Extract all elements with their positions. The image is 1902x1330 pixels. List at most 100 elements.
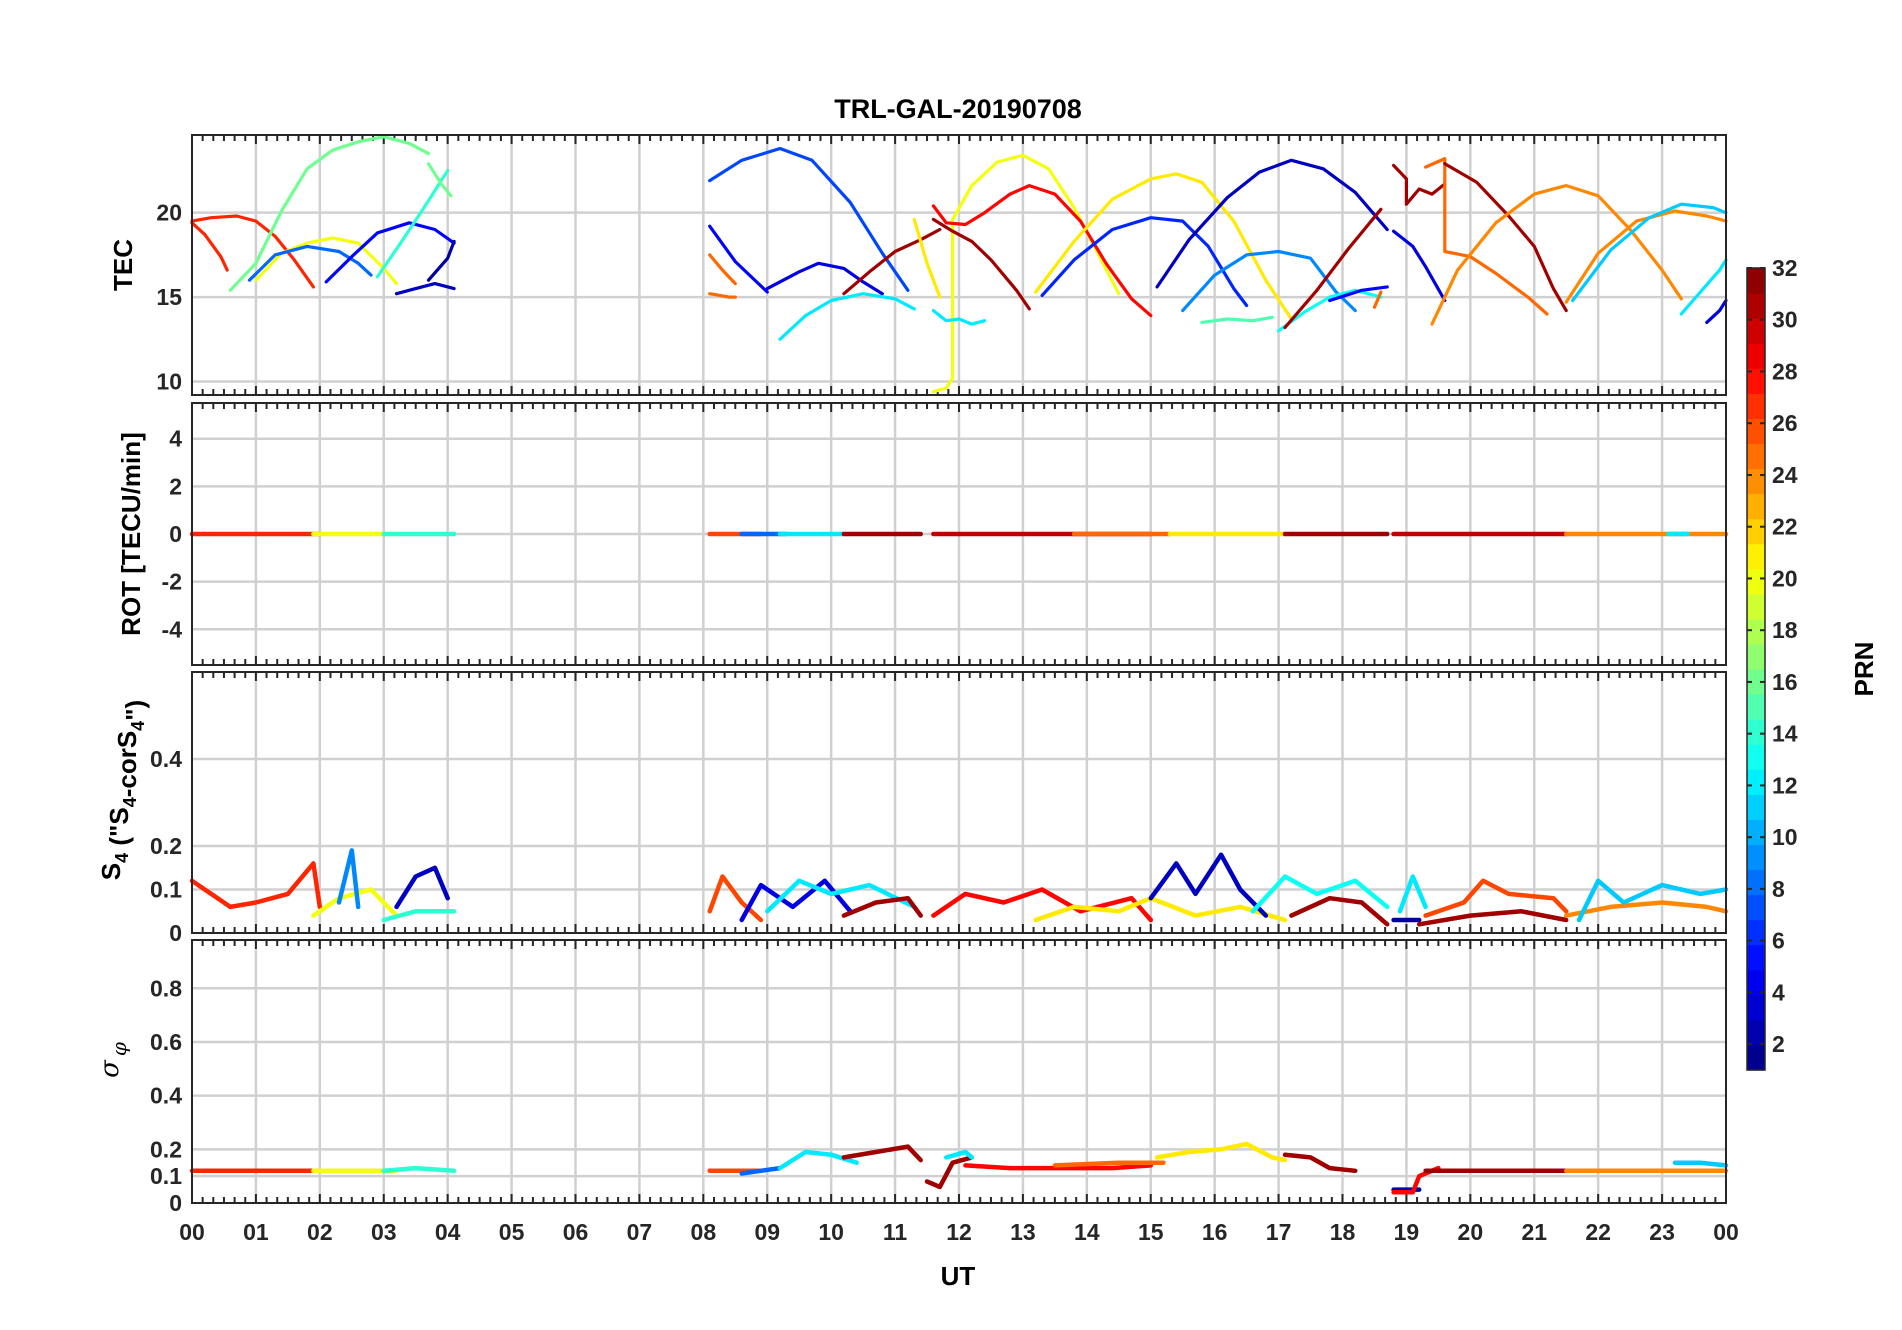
x-tick-label: 08 xyxy=(691,1219,717,1245)
colorbar-tick-label: 26 xyxy=(1772,410,1798,436)
series-prn-26 xyxy=(1423,878,1569,918)
colorbar-tick-label: 12 xyxy=(1772,772,1798,798)
x-tick-label: 03 xyxy=(371,1219,397,1245)
series-prn-2 xyxy=(426,239,456,282)
series-prn-25 xyxy=(1052,1160,1166,1168)
y-axis-label-tec: TEC xyxy=(108,239,138,291)
x-tick-label: 19 xyxy=(1394,1219,1420,1245)
series-prn-28 xyxy=(963,1163,1154,1171)
colorbar-segment xyxy=(1747,694,1765,720)
panel-tec: 10 15 20 xyxy=(156,134,1728,396)
series-prn-13 xyxy=(1250,874,1390,914)
series-prn-11 xyxy=(1576,878,1729,923)
series-prn-4 xyxy=(739,878,853,923)
panel-frame xyxy=(191,134,1727,396)
panel-frame xyxy=(191,939,1727,1204)
colorbar-segment xyxy=(1747,518,1765,545)
y-tick-label: 0.6 xyxy=(150,1029,182,1055)
x-tick-label: 00 xyxy=(1713,1219,1739,1245)
x-tick-label: 01 xyxy=(243,1219,269,1245)
series-prn-25 xyxy=(708,253,737,286)
series-prn-9 xyxy=(336,848,361,910)
subscript: 4 xyxy=(120,797,140,807)
series-prn-12 xyxy=(1397,874,1428,914)
colorbar-segment xyxy=(1747,468,1765,495)
x-tick-label: 20 xyxy=(1458,1219,1484,1245)
series-prn-31 xyxy=(1283,207,1383,330)
y-tick-label: -2 xyxy=(162,569,182,595)
label-text: ") xyxy=(120,700,150,721)
x-tick-label: 05 xyxy=(499,1219,525,1245)
colorbar-segment xyxy=(1747,443,1765,470)
series-prn-27 xyxy=(190,221,229,272)
colorbar-tick-label: 6 xyxy=(1772,928,1785,954)
colorbar-tick-label: 32 xyxy=(1772,255,1798,281)
colorbar-segment xyxy=(1747,894,1765,921)
colorbar-segment xyxy=(1747,368,1765,394)
x-tick-label: 13 xyxy=(1010,1219,1036,1245)
colorbar-segment xyxy=(1747,593,1765,620)
subscript: 4 xyxy=(112,853,132,863)
colorbar-segment xyxy=(1747,1044,1765,1071)
x-tick-label: 10 xyxy=(818,1219,844,1245)
colorbar-segment xyxy=(1747,393,1765,419)
series-prn-12 xyxy=(778,292,916,341)
series-prn-31 xyxy=(924,1155,975,1190)
series-prn-3 xyxy=(1148,852,1269,918)
series-prn-31 xyxy=(1416,909,1569,927)
colorbar-segment xyxy=(1747,493,1765,520)
colorbar-segment xyxy=(1747,343,1765,369)
colorbar-tick-label: 30 xyxy=(1772,307,1798,333)
colorbar-segment xyxy=(1747,268,1765,294)
series-prn-5 xyxy=(708,224,769,294)
y-tick-label: 4 xyxy=(169,426,182,452)
x-tick-label: 04 xyxy=(435,1219,461,1245)
x-tick-label: 22 xyxy=(1585,1219,1611,1245)
series-prn-15 xyxy=(1200,315,1274,324)
chart-title: TRL-GAL-20190708 xyxy=(834,94,1082,124)
colorbar-tick-label: 22 xyxy=(1772,514,1798,540)
colorbar-segment xyxy=(1747,819,1765,846)
panel-frame xyxy=(191,671,1727,934)
colorbar-tick-label: 4 xyxy=(1772,979,1785,1005)
colorbar-segment xyxy=(1747,568,1765,595)
y-tick-label: 0.2 xyxy=(150,1136,182,1162)
y-axis-label-s4: S4 ("S4-corS4") xyxy=(96,700,150,880)
series-prn-24 xyxy=(1563,900,1729,918)
colorbar-segment xyxy=(1747,919,1765,946)
colorbar-segment xyxy=(1747,994,1765,1021)
series-prn-14 xyxy=(381,909,457,923)
y-tick-label: 0 xyxy=(169,1190,182,1216)
y-tick-label: 0.1 xyxy=(150,877,182,903)
colorbar-frame xyxy=(1746,267,1766,1071)
colorbar-segment xyxy=(1747,1019,1765,1046)
series-prn-14 xyxy=(375,168,450,279)
y-tick-label: 2 xyxy=(169,473,182,499)
series-prn-26 xyxy=(707,874,764,923)
series-prn-21 xyxy=(1154,1141,1288,1163)
x-tick-label: 18 xyxy=(1330,1219,1356,1245)
colorbar-segment xyxy=(1747,418,1765,445)
colorbar-segment xyxy=(1747,769,1765,795)
y-tick-label: 0.8 xyxy=(150,975,182,1001)
series-prn-25 xyxy=(708,292,737,299)
series-prn-4 xyxy=(765,261,884,296)
y-tick-label: 0 xyxy=(169,521,182,547)
y-tick-label: -4 xyxy=(162,616,183,642)
x-tick-label: 16 xyxy=(1202,1219,1228,1245)
series-prn-31 xyxy=(1391,163,1447,206)
colorbar-segment xyxy=(1747,794,1765,820)
series-prn-16 xyxy=(426,162,453,198)
colorbar-tick-label: 24 xyxy=(1772,462,1798,488)
x-tick-label: 12 xyxy=(946,1219,972,1245)
series-prn-31 xyxy=(1443,162,1568,313)
x-tick-label: 09 xyxy=(754,1219,780,1245)
y-tick-label: 20 xyxy=(156,200,182,226)
colorbar-segment xyxy=(1747,543,1765,570)
colorbar-tick-label: 20 xyxy=(1772,565,1798,591)
colorbar-label: PRN xyxy=(1849,642,1879,697)
phi-subscript: φ xyxy=(107,1042,131,1056)
colorbar-segment xyxy=(1747,844,1765,871)
x-tick-label: 02 xyxy=(307,1219,333,1245)
colorbar-segment xyxy=(1747,318,1765,344)
